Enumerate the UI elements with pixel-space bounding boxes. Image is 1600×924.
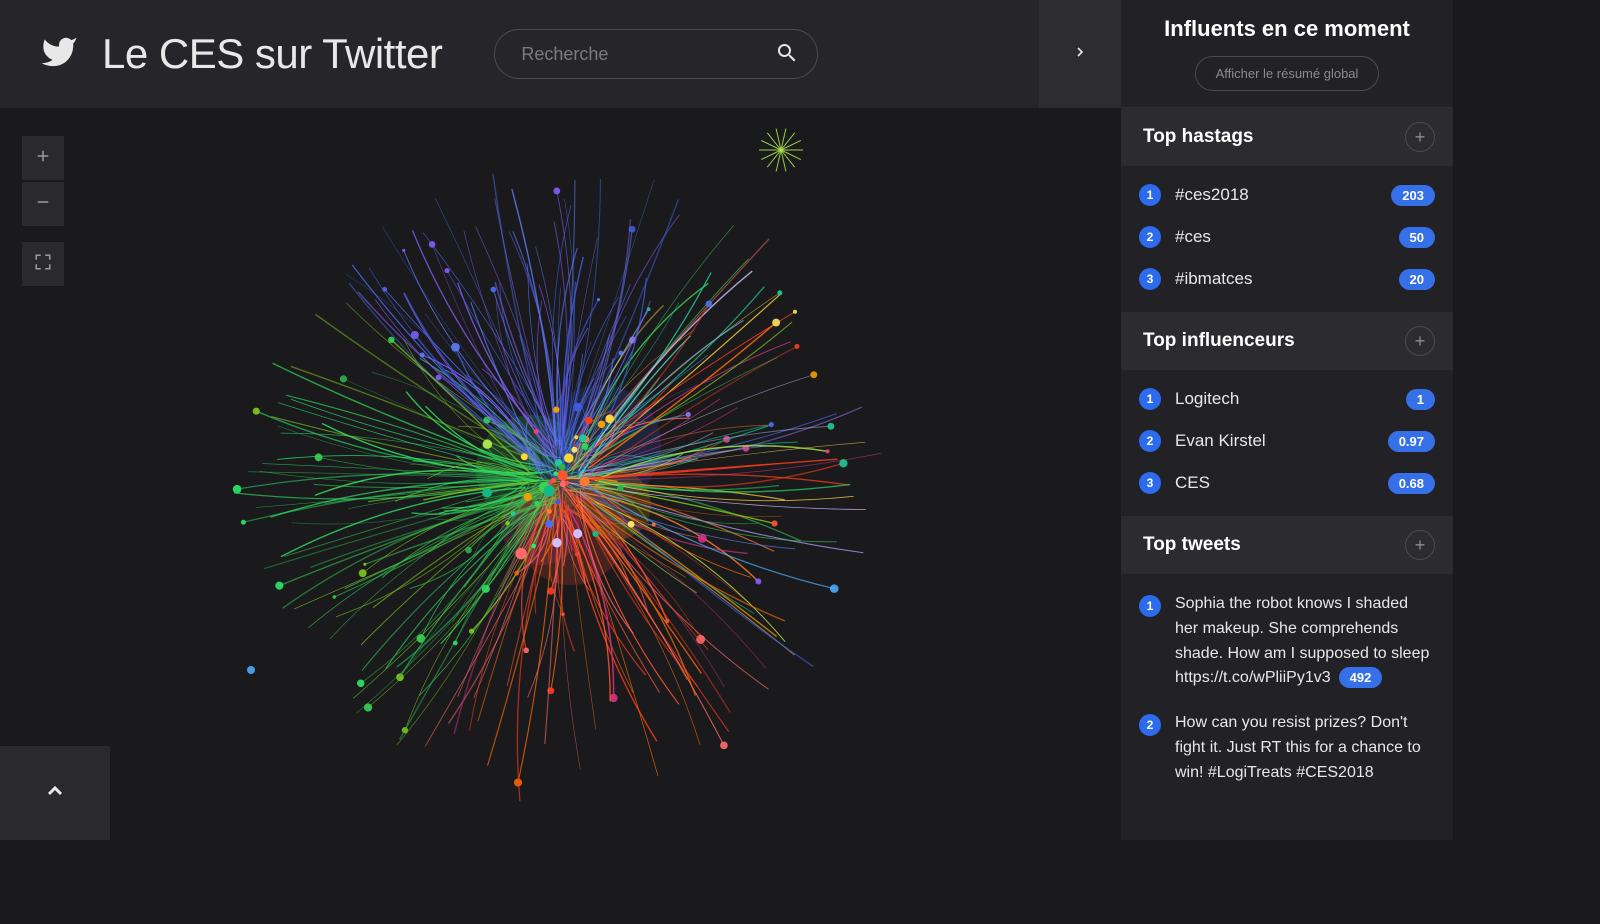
section-title: Top tweets [1143, 534, 1241, 556]
zoom-in-button[interactable] [22, 136, 64, 180]
page-title: Le CES sur Twitter [102, 30, 442, 78]
rank-badge: 2 [1139, 714, 1161, 736]
twitter-icon [40, 33, 78, 76]
item-label: Evan Kirstel [1175, 431, 1374, 451]
rank-badge: 1 [1139, 595, 1161, 617]
count-badge: 50 [1399, 227, 1435, 248]
zoom-out-button[interactable] [22, 182, 64, 226]
plus-icon: + [1415, 128, 1426, 146]
item-label: #ibmatces [1175, 269, 1385, 289]
section-head-influencers: Top influenceurs + [1121, 312, 1453, 370]
chevron-right-icon [1072, 44, 1088, 65]
rank-badge: 3 [1139, 268, 1161, 290]
count-badge: 492 [1339, 667, 1383, 688]
app-root: Le CES sur Twitter [0, 0, 1453, 840]
list-item[interactable]: 1 Logitech 1 [1135, 378, 1439, 420]
search-box[interactable] [494, 29, 818, 79]
influencers-list: 1 Logitech 1 2 Evan Kirstel 0.97 3 CES 0.68 [1121, 370, 1453, 516]
section-head-hashtags: Top hastags + [1121, 108, 1453, 166]
rank-badge: 2 [1139, 226, 1161, 248]
count-badge: 203 [1391, 185, 1435, 206]
zoom-controls [22, 136, 64, 286]
sidebar-header: Influents en ce moment Afficher le résum… [1121, 0, 1453, 108]
summary-button[interactable]: Afficher le résumé global [1195, 56, 1380, 91]
sidebar: Influents en ce moment Afficher le résum… [1121, 0, 1453, 840]
list-item[interactable]: 3 #ibmatces 20 [1135, 258, 1439, 300]
list-item[interactable]: 1 #ces2018 203 [1135, 174, 1439, 216]
visualization-area[interactable] [0, 108, 1121, 840]
count-badge: 20 [1399, 269, 1435, 290]
tweet-text: How can you resist prizes? Don't fight i… [1175, 714, 1421, 781]
tweet-item[interactable]: 2 How can you resist prizes? Don't fight … [1135, 701, 1439, 795]
item-label: #ces2018 [1175, 185, 1377, 205]
collapse-button[interactable] [0, 746, 110, 840]
expand-tweets-button[interactable]: + [1405, 530, 1435, 560]
search-button[interactable] [775, 41, 799, 68]
rank-badge: 1 [1139, 184, 1161, 206]
tweets-list: 1 Sophia the robot knows I shaded her mak… [1121, 574, 1453, 808]
section-title: Top influenceurs [1143, 330, 1295, 352]
minus-icon [34, 191, 52, 217]
list-item[interactable]: 2 Evan Kirstel 0.97 [1135, 420, 1439, 462]
network-graph[interactable] [181, 110, 941, 810]
search-icon [775, 53, 799, 68]
plus-icon: + [1415, 332, 1426, 350]
rank-badge: 1 [1139, 388, 1161, 410]
plus-icon: + [1415, 536, 1426, 554]
search-input[interactable] [521, 44, 775, 65]
count-badge: 0.97 [1388, 431, 1435, 452]
item-label: #ces [1175, 227, 1385, 247]
section-head-tweets: Top tweets + [1121, 516, 1453, 574]
count-badge: 1 [1406, 389, 1435, 410]
tweet-item[interactable]: 1 Sophia the robot knows I shaded her mak… [1135, 582, 1439, 701]
toggle-sidebar-button[interactable] [1039, 0, 1121, 108]
chevron-up-icon [43, 779, 67, 808]
list-item[interactable]: 3 CES 0.68 [1135, 462, 1439, 504]
rank-badge: 3 [1139, 472, 1161, 494]
item-label: CES [1175, 473, 1374, 493]
hashtags-list: 1 #ces2018 203 2 #ces 50 3 #ibmatces 20 [1121, 166, 1453, 312]
fullscreen-icon [34, 251, 52, 277]
expand-hashtags-button[interactable]: + [1405, 122, 1435, 152]
sidebar-title: Influents en ce moment [1164, 16, 1410, 42]
fullscreen-button[interactable] [22, 242, 64, 286]
count-badge: 0.68 [1388, 473, 1435, 494]
rank-badge: 2 [1139, 430, 1161, 452]
section-title: Top hastags [1143, 126, 1254, 148]
plus-icon [34, 145, 52, 171]
tweet-text: Sophia the robot knows I shaded her make… [1175, 595, 1429, 686]
list-item[interactable]: 2 #ces 50 [1135, 216, 1439, 258]
expand-influencers-button[interactable]: + [1405, 326, 1435, 356]
header: Le CES sur Twitter [0, 0, 1121, 108]
item-label: Logitech [1175, 389, 1392, 409]
